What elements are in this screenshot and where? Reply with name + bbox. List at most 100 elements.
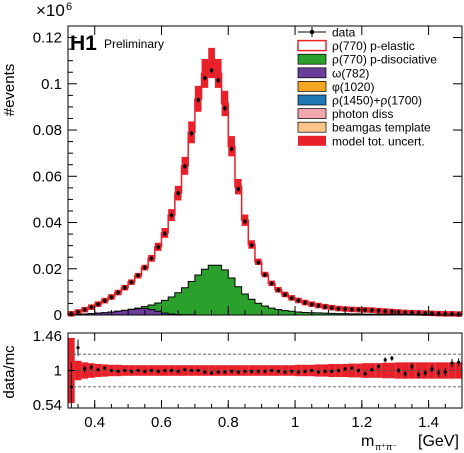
ratio-uncert-bin bbox=[448, 362, 456, 379]
data-point bbox=[163, 231, 167, 236]
main-panel: 0 0.02 0.04 0.06 0.08 0.1 0.12 bbox=[33, 25, 463, 324]
x-axis-label-unit: [GeV] bbox=[418, 433, 459, 450]
ratio-point bbox=[256, 369, 260, 373]
y-tick-label: 0.1 bbox=[41, 76, 62, 93]
legend-swatch bbox=[297, 53, 327, 65]
ratio-point bbox=[410, 364, 414, 369]
legend-swatch bbox=[297, 81, 327, 92]
ratio-point bbox=[116, 369, 120, 373]
data-point bbox=[403, 310, 408, 315]
ratio-point bbox=[230, 369, 234, 373]
legend-label: ρ(770) p-disociative bbox=[332, 53, 437, 67]
data-point bbox=[416, 311, 421, 315]
legend-marker-data-dot bbox=[309, 29, 315, 35]
ratio-point bbox=[450, 361, 454, 365]
ratio-point bbox=[283, 370, 287, 374]
legend-label: ω(782) bbox=[332, 66, 369, 80]
x-tick-label: 0.8 bbox=[218, 414, 239, 431]
ratio-point bbox=[383, 358, 387, 362]
ratio-point bbox=[236, 370, 240, 374]
ratio-point bbox=[209, 371, 214, 375]
ratio-point bbox=[416, 372, 421, 377]
y-tick-label: 0.02 bbox=[33, 261, 62, 278]
ratio-point bbox=[69, 385, 73, 389]
ratio-point bbox=[310, 368, 314, 373]
ratio-point bbox=[163, 368, 167, 373]
ratio-point bbox=[250, 369, 254, 373]
ratio-point bbox=[443, 370, 447, 374]
data-point bbox=[109, 295, 114, 299]
y-tick-label: 0 bbox=[54, 307, 62, 324]
x-axis-label-sub: π⁺π⁻ bbox=[375, 442, 397, 452]
ratio-point bbox=[156, 369, 160, 373]
x-tick-label: 0.4 bbox=[84, 414, 105, 431]
data-point bbox=[189, 131, 194, 136]
ratio-point bbox=[196, 368, 200, 373]
ratio-point bbox=[176, 369, 180, 373]
ratio-uncert-bin bbox=[388, 362, 396, 379]
ratio-point bbox=[270, 368, 274, 373]
ratio-point bbox=[149, 368, 154, 373]
ratio-point bbox=[83, 367, 87, 371]
data-point bbox=[350, 307, 354, 312]
data-point bbox=[223, 106, 227, 111]
ratio-point bbox=[290, 369, 294, 373]
legend-swatch bbox=[297, 39, 327, 52]
ratio-point bbox=[276, 369, 280, 373]
ratio-point bbox=[396, 368, 401, 373]
ratio-point bbox=[123, 368, 127, 373]
data-point bbox=[263, 273, 267, 277]
ratio-point bbox=[403, 372, 407, 376]
legend-swatch bbox=[297, 121, 327, 133]
status-label: Preliminary bbox=[104, 37, 164, 51]
ratio-point bbox=[96, 368, 100, 372]
legend-swatch bbox=[298, 135, 326, 146]
data-point bbox=[136, 273, 140, 278]
ratio-point bbox=[376, 364, 381, 369]
legend-label: ρ(770) p-elastic bbox=[332, 39, 415, 53]
ratio-panel: 0.54 1 1.46 0.4 0.6 0.8 1 1.2 1.4 bbox=[33, 328, 463, 431]
ratio-point bbox=[316, 370, 321, 374]
data-point bbox=[336, 306, 341, 311]
data-point bbox=[390, 309, 394, 314]
data-point bbox=[383, 309, 388, 313]
ratio-point bbox=[183, 368, 187, 372]
ratio-y-axis-label: data/mc bbox=[1, 345, 18, 399]
ratio-point bbox=[430, 367, 434, 371]
main-frame bbox=[67, 25, 463, 316]
ratio-point bbox=[423, 371, 427, 375]
data-point bbox=[316, 303, 321, 308]
data-point bbox=[243, 219, 247, 224]
ratio-point bbox=[323, 369, 327, 373]
data-point bbox=[249, 243, 254, 247]
data-point bbox=[269, 281, 274, 286]
legend-swatch bbox=[297, 108, 327, 119]
data-point bbox=[423, 311, 428, 315]
ratio-point bbox=[437, 371, 441, 375]
data-point bbox=[116, 290, 120, 295]
ratio-point bbox=[216, 370, 220, 374]
data-point bbox=[309, 302, 314, 307]
data-point bbox=[303, 300, 307, 305]
legend-label: beamgas template bbox=[332, 121, 431, 135]
ratio-point bbox=[203, 370, 207, 374]
data-point bbox=[229, 147, 234, 151]
data-point bbox=[149, 256, 154, 261]
data-point bbox=[430, 311, 434, 316]
legend-swatch bbox=[297, 94, 327, 106]
y-tick-label: 0.12 bbox=[33, 30, 62, 47]
ratio-point bbox=[109, 368, 114, 373]
data-point bbox=[363, 308, 367, 312]
ratio-point bbox=[143, 369, 147, 373]
data-point bbox=[276, 288, 281, 292]
ratio-point bbox=[457, 360, 461, 364]
data-point bbox=[283, 292, 287, 297]
ratio-point bbox=[169, 368, 174, 373]
ratio-point bbox=[223, 370, 227, 374]
data-point bbox=[169, 213, 174, 217]
data-point bbox=[102, 298, 107, 303]
x-tick-label: 1 bbox=[291, 414, 299, 431]
ratio-point bbox=[343, 367, 347, 371]
legend-label: photon diss bbox=[332, 107, 393, 121]
